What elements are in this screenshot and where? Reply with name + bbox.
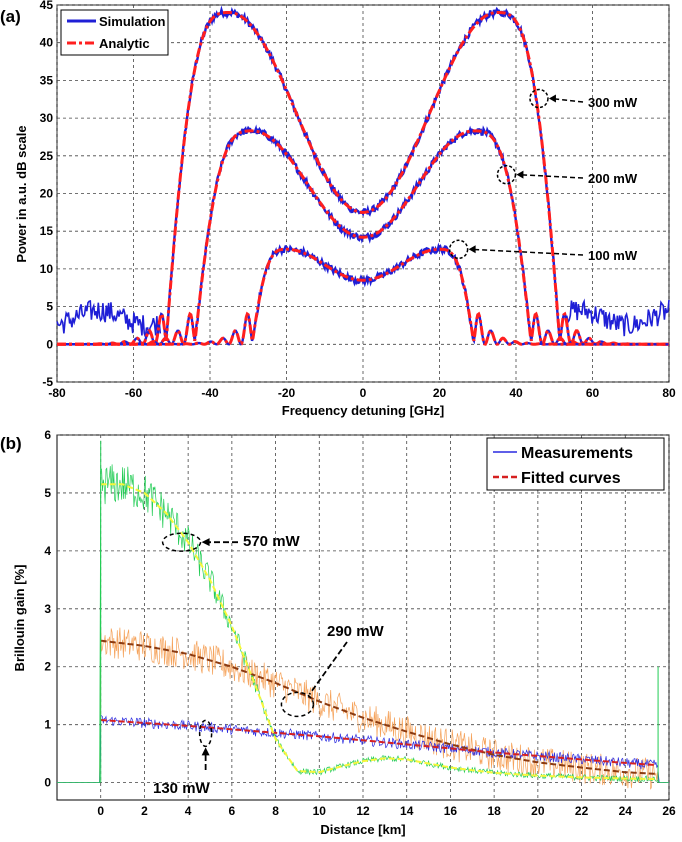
annotation-arrowhead xyxy=(548,94,556,103)
panel-a-annotations: 300 mW 200 mW 100 mW xyxy=(448,88,638,263)
annotation-circle xyxy=(448,239,469,260)
annotation-arrow xyxy=(550,97,584,103)
legend-fitted-label: Fitted curves xyxy=(521,470,621,487)
annotation-arrowhead-570 xyxy=(201,538,210,547)
panel-a-grid xyxy=(56,4,670,383)
annotation-circle xyxy=(496,164,517,185)
y-tick-label: 10 xyxy=(40,262,54,276)
y-tick-label: 0 xyxy=(44,776,51,790)
x-tick-label: 24 xyxy=(619,804,633,818)
x-tick-label: 10 xyxy=(313,804,327,818)
x-tick-label: -80 xyxy=(48,386,66,400)
fitted-series-290mw xyxy=(100,639,656,775)
y-tick-label: 30 xyxy=(40,111,54,125)
y-tick-label: 4 xyxy=(44,544,51,558)
panel-a-legend: Simulation Analytic xyxy=(60,9,169,56)
x-tick-label: 22 xyxy=(575,804,589,818)
annotation-circle-290 xyxy=(280,691,315,718)
legend-b-box xyxy=(486,437,665,491)
panel-b-ylabel: Brillouin gain [%] xyxy=(12,565,27,672)
annotation-300mw: 300 mW xyxy=(588,95,638,110)
simulation-wing-right xyxy=(565,298,670,337)
x-tick-label: 6 xyxy=(229,804,236,818)
panel-b-curves xyxy=(57,440,669,790)
x-tick-label: 20 xyxy=(433,386,447,400)
x-tick-label: 26 xyxy=(662,804,676,818)
measurement-series-570mw xyxy=(57,464,669,783)
x-tick-label: 80 xyxy=(662,386,676,400)
legend-analytic-label: Analytic xyxy=(99,36,150,51)
y-tick-label: 2 xyxy=(44,660,51,674)
measurement-series-130mw xyxy=(57,715,669,783)
x-tick-label: 4 xyxy=(185,804,192,818)
simulation-wing-left xyxy=(56,300,162,337)
x-tick-label: -20 xyxy=(278,386,296,400)
annotation-570mw: 570 mW xyxy=(243,533,301,550)
annotation-circle xyxy=(529,88,549,109)
legend-a-box xyxy=(60,9,169,56)
annotation-circle-570 xyxy=(161,532,202,552)
x-tick-label: 0 xyxy=(97,804,104,818)
annotation-arrow xyxy=(518,173,584,179)
panel-a-ticks: -80 -60 -40 -20 0 20 40 60 80 -5 0 5 10 15 20 25 30 35 40 4… xyxy=(40,0,676,400)
panel-b-annotations: 570 mW 290 mW 130 mW xyxy=(153,532,385,797)
annotation-circle-130 xyxy=(198,719,213,748)
y-tick-label: 15 xyxy=(40,224,54,238)
annotation-290mw: 290 mW xyxy=(327,623,385,640)
y-tick-label: 1 xyxy=(44,718,51,732)
x-tick-label: 16 xyxy=(444,804,458,818)
legend-measurements-label: Measurements xyxy=(521,445,633,462)
annotation-200mw: 200 mW xyxy=(588,171,638,186)
annotation-arrowhead xyxy=(468,245,476,254)
legend-simulation-label: Simulation xyxy=(99,14,166,29)
fitted-series-130mw xyxy=(100,719,656,767)
annotation-100mw: 100 mW xyxy=(588,248,638,263)
x-tick-label: -40 xyxy=(201,386,219,400)
x-tick-label: 14 xyxy=(400,804,414,818)
y-tick-label: 25 xyxy=(40,149,54,163)
panel-b-xlabel: Distance [km] xyxy=(320,822,405,837)
panel-b-grid xyxy=(57,434,670,800)
panel-b-legend: Measurements Fitted curves xyxy=(486,437,665,491)
x-tick-label: 0 xyxy=(360,386,367,400)
panel-a-xlabel: Frequency detuning [GHz] xyxy=(282,403,445,418)
x-tick-label: 12 xyxy=(356,804,370,818)
panel-a-curves xyxy=(56,5,670,346)
y-tick-label: 35 xyxy=(40,73,54,87)
annotation-130mw: 130 mW xyxy=(153,780,211,797)
y-tick-label: 40 xyxy=(40,36,54,50)
panel-a-label: (a) xyxy=(0,7,21,26)
annotation-arrowhead-130 xyxy=(201,747,210,756)
fitted-series-570mw xyxy=(100,483,656,781)
x-tick-label: 18 xyxy=(487,804,501,818)
x-tick-label: -60 xyxy=(125,386,143,400)
x-tick-label: 60 xyxy=(586,386,600,400)
x-tick-label: 20 xyxy=(531,804,545,818)
y-tick-label: 0 xyxy=(46,337,53,351)
y-tick-label: 45 xyxy=(40,0,54,12)
annotation-arrow xyxy=(470,248,584,256)
y-tick-label: -5 xyxy=(42,375,53,389)
x-tick-label: 2 xyxy=(141,804,148,818)
y-tick-label: 6 xyxy=(44,428,51,442)
y-tick-label: 20 xyxy=(40,187,54,201)
analytic-series-300mw xyxy=(56,11,670,346)
y-tick-label: 5 xyxy=(44,486,51,500)
analytic-series-100mw xyxy=(57,247,669,346)
x-tick-label: 40 xyxy=(509,386,523,400)
x-tick-label: 8 xyxy=(272,804,279,818)
panel-b-label: (b) xyxy=(0,434,22,453)
panel-a-ylabel: Power in a.u. dB scale xyxy=(14,125,29,262)
y-tick-label: 5 xyxy=(46,300,53,314)
annotation-arrowhead xyxy=(516,170,524,179)
y-tick-label: 3 xyxy=(44,602,51,616)
annotation-arrow-290 xyxy=(308,641,348,695)
